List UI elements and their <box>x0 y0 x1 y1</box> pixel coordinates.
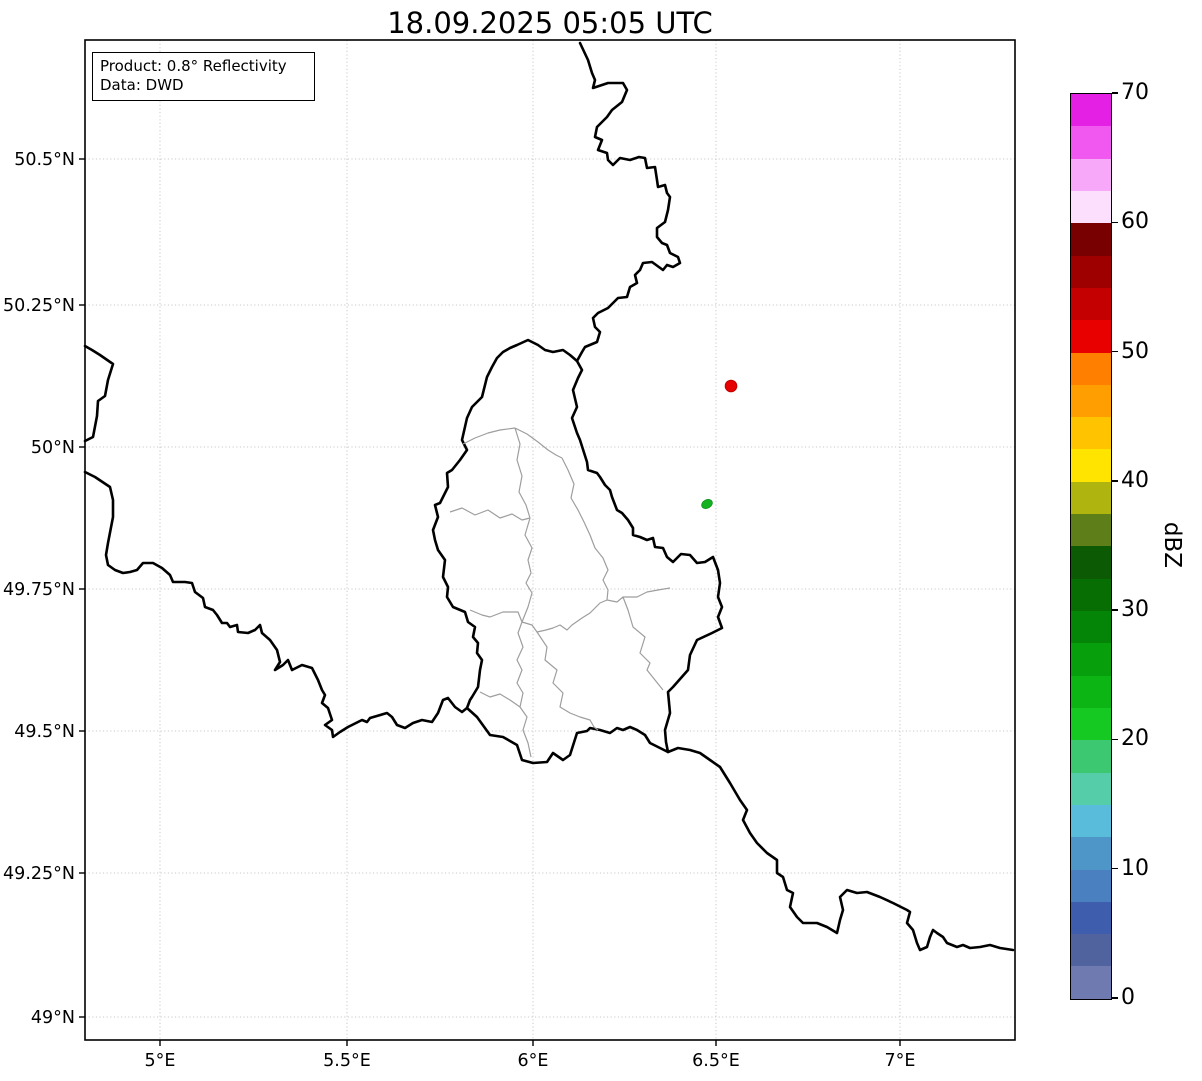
colorbar-segment <box>1071 94 1111 127</box>
latitude-tick-label: 50.5°N <box>14 150 75 170</box>
colorbar-tick-mark <box>1112 350 1118 353</box>
colorbar-segment <box>1071 837 1111 870</box>
colorbar-segment <box>1071 901 1111 935</box>
latitude-tick-label: 49.5°N <box>14 722 75 742</box>
colorbar-tick-label: 50 <box>1121 338 1149 364</box>
latitude-tick-label: 50°N <box>31 438 75 458</box>
colorbar-tick-label: 10 <box>1121 855 1149 881</box>
colorbar-axis-label: dBZ <box>1159 521 1185 569</box>
country-borders <box>83 41 1015 952</box>
border-belgium-germany <box>575 41 682 363</box>
latitude-tick-label: 49.25°N <box>3 864 75 884</box>
colorbar <box>1070 93 1112 1000</box>
colorbar-tick-label: 30 <box>1121 597 1149 623</box>
colorbar-segment <box>1071 352 1111 385</box>
colorbar-segment <box>1071 158 1111 191</box>
colorbar-tick-label: 40 <box>1121 467 1149 493</box>
colorbar-tick-label: 0 <box>1121 985 1135 1010</box>
colorbar-segment <box>1071 287 1111 321</box>
latitude-tick-label: 50.25°N <box>3 296 75 316</box>
colorbar-segment <box>1071 320 1111 353</box>
colorbar-segment <box>1071 934 1111 967</box>
colorbar-segment <box>1071 707 1111 741</box>
colorbar-segment <box>1071 190 1111 224</box>
plot-frame <box>84 39 1016 1041</box>
axis-ticks <box>79 158 901 1046</box>
colorbar-tick-label: 60 <box>1121 209 1149 235</box>
colorbar-segment <box>1071 675 1111 708</box>
colorbar-segment <box>1071 578 1111 611</box>
colorbar-segment <box>1071 804 1111 838</box>
colorbar-segment <box>1071 869 1111 902</box>
info-data-line: Data: DWD <box>100 76 184 94</box>
colorbar-tick-mark <box>1112 221 1118 224</box>
colorbar-segment <box>1071 255 1111 288</box>
canton-borders <box>449 427 671 758</box>
colorbar-segment <box>1071 966 1111 999</box>
border-luxembourg <box>431 338 724 765</box>
colorbar-segment <box>1071 126 1111 159</box>
colorbar-segment <box>1071 546 1111 579</box>
colorbar-tick-label: 70 <box>1121 80 1149 105</box>
luxembourg-canton-boundaries <box>449 427 671 758</box>
colorbar-segment <box>1071 643 1111 676</box>
colorbar-tick-mark <box>1112 480 1118 482</box>
colorbar-segment <box>1071 611 1111 644</box>
page-title: 18.09.2025 05:05 UTC <box>387 6 713 40</box>
colorbar-segment <box>1071 417 1111 450</box>
colorbar-segment <box>1071 514 1111 547</box>
border-france-germany <box>666 746 1015 952</box>
colorbar-segment <box>1071 449 1111 482</box>
gridlines <box>85 40 1015 1040</box>
colorbar-tick-mark <box>1112 609 1118 611</box>
colorbar-tick-mark <box>1112 997 1118 999</box>
longitude-tick-label: 5.5°E <box>323 1051 371 1071</box>
longitude-tick-label: 6°E <box>518 1051 549 1071</box>
radar-echoes <box>701 379 738 509</box>
info-box: Product: 0.8° Reflectivity Data: DWD <box>92 52 315 101</box>
longitude-tick-label: 7°E <box>885 1051 916 1071</box>
colorbar-tick-mark <box>1112 738 1118 741</box>
latitude-tick-label: 49°N <box>31 1008 75 1028</box>
longitude-tick-label: 6.5°E <box>692 1051 740 1071</box>
colorbar-tick-mark <box>1112 867 1118 870</box>
radar-echo-blob <box>701 499 713 509</box>
colorbar-tick-mark <box>1112 92 1118 94</box>
colorbar-tick-label: 20 <box>1121 726 1149 752</box>
radar-echo-dot <box>724 379 738 393</box>
info-product-line: Product: 0.8° Reflectivity <box>100 57 287 75</box>
longitude-tick-label: 5°E <box>145 1051 176 1071</box>
colorbar-segment <box>1071 223 1111 256</box>
colorbar-segment <box>1071 481 1111 515</box>
border-belgium-france <box>83 344 469 739</box>
latitude-tick-label: 49.75°N <box>3 580 75 600</box>
colorbar-segment <box>1071 740 1111 773</box>
axis-tick-labels: 5°E 5.5°E 6°E 6.5°E 7°E 50.5°N 50.25°N 50°N 49.7… <box>3 150 915 1071</box>
colorbar-segment <box>1071 772 1111 805</box>
colorbar-segment <box>1071 384 1111 418</box>
